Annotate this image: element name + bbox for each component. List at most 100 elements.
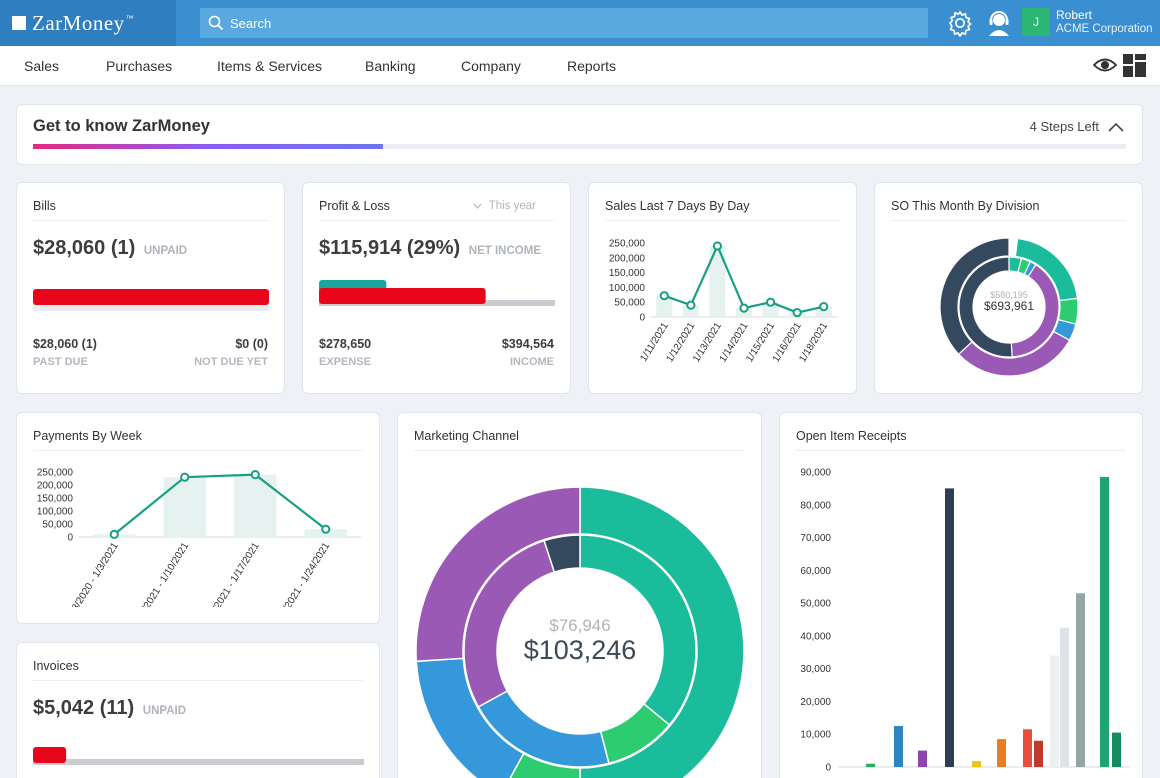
card-divider: [605, 220, 840, 221]
y-tick-label: 150,000: [37, 494, 74, 505]
marketing-channel-donut: $76,946 $103,246: [415, 486, 745, 778]
donut-slice: [958, 256, 1013, 358]
nav-items-services[interactable]: Items & Services: [217, 58, 323, 74]
payments-week-card: Payments By Week 0 50,000 100,000 150,000 20…: [16, 412, 380, 624]
user-menu[interactable]: J Robert ACME Corporation: [1022, 8, 1153, 36]
search-input[interactable]: [230, 15, 928, 31]
y-tick-label: 50,000: [42, 520, 73, 531]
logo-text: ZarMoney: [32, 10, 125, 35]
past-due-value: $28,060 (1): [33, 337, 97, 351]
search-bar[interactable]: [200, 8, 928, 38]
bills-amount: $28,060 (1) UNPAID: [33, 237, 187, 260]
invoices-title: Invoices: [33, 659, 79, 673]
bar: [997, 739, 1006, 767]
open-item-receipts-chart: 0 10,000 20,000 30,000 40,000 50,000 60,000 70,…: [800, 468, 1130, 774]
profit-loss-bars: [319, 280, 555, 306]
y-tick-label: 40,000: [800, 631, 831, 642]
donut-slice: [579, 534, 697, 726]
expense-value: $278,650: [319, 337, 372, 351]
card-divider: [414, 450, 745, 451]
shadow-bar: [656, 295, 673, 317]
nav-purchases[interactable]: Purchases: [106, 58, 173, 74]
income-value: $394,564: [501, 337, 554, 351]
y-tick-label: 250,000: [37, 468, 74, 479]
invoices-bar-track: [33, 759, 364, 765]
bar: [972, 761, 981, 767]
sales-7-days-chart: 050,000100,000150,000200,000250,0001/11/…: [609, 239, 837, 364]
data-point: [712, 241, 723, 251]
dashboard-layout-icon[interactable]: [1123, 54, 1146, 77]
sales-7-days-card: Sales Last 7 Days By Day 0 50,000 100,000 1…: [588, 182, 857, 394]
invoices-bar-fill: [33, 747, 67, 763]
steps-left-toggle[interactable]: 4 Steps Left: [1030, 119, 1124, 134]
profit-loss-card: Profit & Loss This year $115,914 (29%) N…: [302, 182, 571, 394]
invoices-amount: $5,042 (11) UNPAID: [33, 697, 186, 720]
bills-bar: [33, 289, 269, 311]
marketing-center-big: $103,246: [524, 635, 637, 665]
top-bar: ZarMoney ™ J Robert ACME Corporation: [0, 0, 1160, 46]
x-tick-label: 1/4/2021 - 1/10/2021: [133, 540, 191, 624]
support-agent-icon[interactable]: [985, 9, 1013, 37]
payments-week-title: Payments By Week: [33, 429, 142, 443]
y-tick-label: 90,000: [800, 468, 831, 479]
bills-bar-track: [33, 305, 269, 311]
bar: [1100, 476, 1109, 767]
card-divider: [33, 450, 363, 451]
donut-slice: [415, 486, 581, 663]
eye-icon[interactable]: [1093, 55, 1117, 75]
x-tick-label: 1/18/2021 - 1/24/2021: [271, 540, 332, 625]
nav-banking[interactable]: Banking: [365, 58, 416, 74]
bar: [1050, 655, 1059, 767]
bar: [866, 763, 875, 767]
avatar: J: [1022, 8, 1050, 36]
data-point: [792, 307, 802, 318]
y-tick-label: 0: [67, 533, 73, 544]
main-nav: Sales Purchases Items & Services Banking…: [0, 46, 1160, 86]
bar: [1076, 593, 1085, 767]
logo-mark: [12, 16, 26, 30]
y-tick-label: 100,000: [609, 283, 646, 294]
logo[interactable]: ZarMoney ™: [0, 0, 176, 46]
data-point: [686, 300, 696, 310]
shadow-bar: [762, 302, 779, 317]
bar: [1034, 740, 1043, 767]
shadow-bar: [709, 245, 726, 317]
bar: [1060, 627, 1069, 767]
nav-reports[interactable]: Reports: [567, 58, 617, 74]
bar: [918, 750, 927, 767]
get-to-know-title: Get to know ZarMoney: [33, 117, 210, 135]
card-divider: [33, 220, 268, 221]
so-donut-rings: [939, 237, 1079, 377]
open-item-receipts-card: Open Item Receipts 0 10,000 20,000 30,000 40…: [779, 412, 1143, 778]
card-divider: [891, 220, 1126, 221]
onboarding-progress-fill: [33, 144, 383, 149]
bar: [1112, 732, 1121, 767]
net-income-amount: $115,914 (29%) NET INCOME: [319, 237, 541, 260]
series-line: [113, 473, 327, 536]
bills-card: Bills $28,060 (1) UNPAID $28,060 (1) PAS…: [16, 182, 285, 394]
sales-7-days-title: Sales Last 7 Days By Day: [605, 199, 750, 213]
y-tick-label: 50,000: [800, 599, 831, 610]
payments-week-chart: 0 50,000 100,000 150,000 200,000 250,000 12/28…: [37, 468, 361, 625]
y-tick-label: 20,000: [800, 697, 831, 708]
y-tick-label: 200,000: [37, 481, 74, 492]
income-label: INCOME: [510, 356, 554, 368]
data-point: [765, 297, 776, 307]
so-division-title: SO This Month By Division: [891, 199, 1040, 213]
y-tick-label: 0: [825, 763, 831, 774]
nav-sales[interactable]: Sales: [24, 58, 60, 74]
data-point: [109, 529, 119, 540]
nav-company[interactable]: Company: [461, 58, 521, 74]
so-center-big: $693,961: [984, 299, 1034, 313]
data-point: [659, 291, 669, 301]
not-due-value: $0 (0): [235, 337, 268, 351]
gear-icon[interactable]: [946, 9, 974, 37]
period-filter[interactable]: This year: [473, 200, 536, 212]
search-icon: [208, 15, 224, 31]
y-tick-label: 100,000: [37, 507, 74, 518]
data-point: [739, 303, 749, 313]
marketing-donut-rings: [415, 486, 745, 778]
y-tick-label: 150,000: [609, 268, 646, 279]
y-tick-label: 250,000: [609, 239, 646, 250]
shadow-bar: [815, 306, 832, 317]
